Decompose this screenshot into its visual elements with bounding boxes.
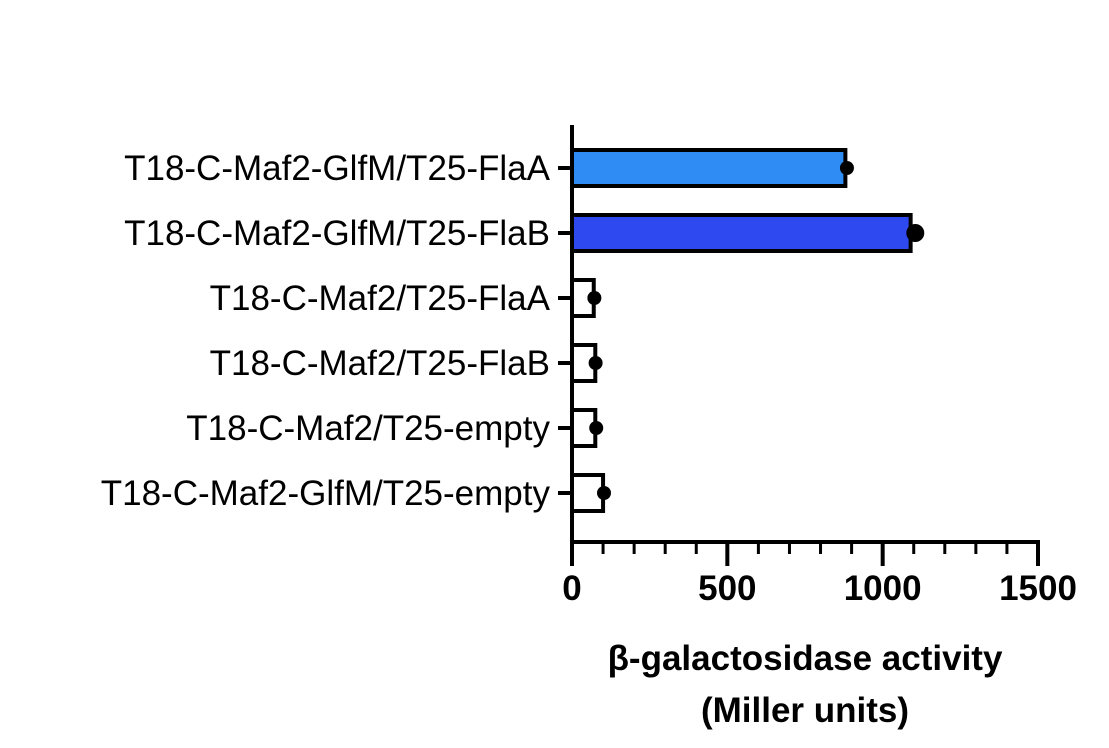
x-tick-label-1000: 1000 xyxy=(844,569,922,608)
x-ticks: 0 500 1000 1500 xyxy=(562,542,1077,608)
bar-2 xyxy=(570,213,913,253)
bars xyxy=(570,148,913,513)
category-label-5: T18-C-Maf2/T25-empty xyxy=(186,409,550,448)
bar-1 xyxy=(570,148,848,188)
category-label-6: T18-C-Maf2-GlfM/T25-empty xyxy=(101,474,551,513)
category-label-4: T18-C-Maf2/T25-FlaB xyxy=(210,344,550,383)
data-point-5 xyxy=(589,421,604,435)
x-tick-label-500: 500 xyxy=(698,569,756,608)
data-point-3 xyxy=(587,291,602,305)
x-tick-label-1500: 1500 xyxy=(999,569,1077,608)
category-label-3: T18-C-Maf2/T25-FlaA xyxy=(210,279,551,318)
axes xyxy=(570,125,1040,544)
x-axis-title-line1: β-galactosidase activity xyxy=(608,639,1003,678)
x-axis-title-line2: (Miller units) xyxy=(701,691,909,730)
category-label-1: T18-C-Maf2-GlfM/T25-FlaA xyxy=(124,149,551,188)
data-point-4 xyxy=(588,356,603,370)
category-label-2: T18-C-Maf2-GlfM/T25-FlaB xyxy=(124,214,550,253)
data-point-6 xyxy=(596,486,611,500)
category-labels: T18-C-Maf2-GlfM/T25-FlaA T18-C-Maf2-GlfM/… xyxy=(101,149,572,513)
data-points xyxy=(587,161,925,500)
data-point-2 xyxy=(906,224,925,242)
data-point-1 xyxy=(839,161,854,175)
x-tick-label-0: 0 xyxy=(562,569,581,608)
